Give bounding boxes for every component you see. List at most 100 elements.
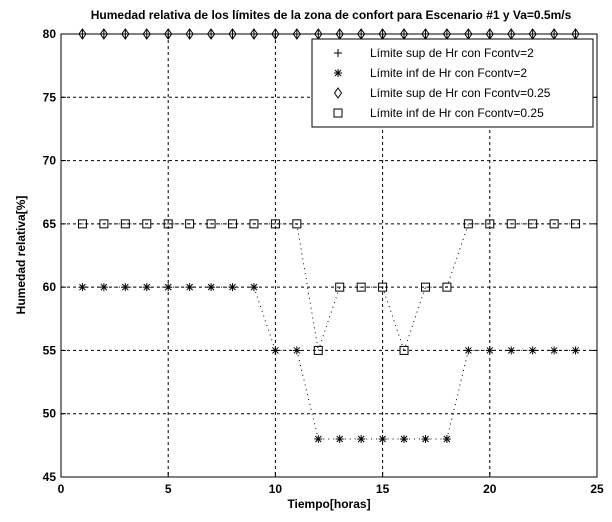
legend-marker-square [333, 108, 343, 118]
legend-label: Límite sup de Hr con Fcontv=2 [370, 46, 534, 60]
data-point-square [485, 219, 495, 229]
y-tick-label: 70 [43, 154, 57, 168]
data-point-square [163, 219, 173, 229]
x-tick-label: 5 [165, 482, 172, 496]
data-point-asterisk [400, 435, 409, 444]
data-point-asterisk [78, 283, 87, 292]
data-point-square [228, 219, 238, 229]
data-point-asterisk [185, 283, 194, 292]
series-2 [78, 283, 580, 444]
series-line-segment [296, 350, 319, 440]
data-point-asterisk [442, 435, 451, 444]
data-point-diamond [185, 28, 194, 40]
series-4 [77, 219, 581, 355]
data-point-square [142, 219, 152, 229]
data-point-square [356, 282, 366, 292]
data-point-asterisk [121, 283, 130, 292]
data-point-diamond [249, 28, 259, 40]
data-point-asterisk [207, 283, 216, 292]
data-point-asterisk [528, 346, 537, 355]
data-point-diamond [121, 28, 130, 40]
y-tick-label: 80 [43, 27, 57, 41]
chart-title: Humedad relativa de los límites de la zo… [91, 8, 572, 22]
data-point-square [463, 219, 473, 229]
data-point-square [206, 219, 216, 229]
data-point-square [120, 219, 130, 229]
x-tick-label: 20 [483, 482, 497, 496]
data-point-asterisk [357, 435, 366, 444]
data-point-asterisk [292, 346, 301, 355]
plot-frame [60, 33, 598, 478]
data-point-asterisk [550, 346, 559, 355]
data-point-diamond [78, 28, 87, 40]
series-line-segment [446, 223, 469, 288]
legend-box [311, 38, 594, 128]
x-tick-label: 10 [269, 482, 283, 496]
data-point-asterisk [571, 346, 580, 355]
y-tick-label: 75 [43, 90, 57, 104]
data-point-asterisk [464, 346, 473, 355]
data-point-square [378, 282, 388, 292]
y-tick-label: 50 [43, 407, 57, 421]
y-tick-label: 65 [43, 217, 57, 231]
tick-layer: 0 5 10 15 20 25 45 50 55 60 65 70 75 80 [43, 27, 604, 496]
y-axis-label: Humedad relativa[%] [14, 196, 28, 315]
data-point-asterisk [421, 435, 430, 444]
legend-label: Límite inf de Hr con Fcontv=0.25 [370, 106, 544, 120]
series-line-segment [446, 350, 469, 440]
x-tick-label: 25 [590, 482, 604, 496]
data-point-asterisk [228, 283, 237, 292]
data-point-asterisk [378, 435, 387, 444]
data-point-square [185, 219, 195, 229]
data-point-asterisk [249, 283, 258, 292]
data-point-square [549, 219, 559, 229]
legend-entry: Límite inf de Hr con Fcontv=0.25 [333, 106, 544, 120]
legend-marker-diamond [333, 87, 343, 99]
data-point-square [335, 282, 345, 292]
legend: Límite sup de Hr con Fcontv=2 Límite inf … [311, 38, 594, 128]
data-point-square [442, 282, 452, 292]
legend-label: Límite sup de Hr con Fcontv=0.25 [370, 86, 551, 100]
data-point-square [270, 219, 280, 229]
data-point-diamond [142, 28, 151, 40]
data-point-asterisk [335, 435, 344, 444]
series-line-segment [317, 286, 341, 351]
legend-marker-plus [334, 49, 342, 57]
legend-label: Límite inf de Hr con Fcontv=2 [370, 66, 527, 80]
data-point-square [571, 219, 581, 229]
data-point-diamond [206, 28, 216, 40]
legend-entry: Límite inf de Hr con Fcontv=2 [334, 66, 527, 80]
series-line-segment [382, 286, 405, 351]
data-point-square [99, 219, 109, 229]
data-point-square [399, 345, 409, 355]
x-tick-label: 0 [58, 482, 65, 496]
legend-entry: Límite sup de Hr con Fcontv=0.25 [333, 86, 551, 100]
data-point-diamond [292, 28, 301, 40]
series-line-segment [253, 286, 276, 351]
legend-entry: Límite sup de Hr con Fcontv=2 [334, 46, 534, 60]
y-tick-label: 45 [43, 470, 57, 484]
x-tick-label: 15 [376, 482, 390, 496]
data-point-square [249, 219, 259, 229]
series-line-segment [403, 286, 426, 351]
data-point-asterisk [164, 283, 173, 292]
data-point-asterisk [271, 346, 280, 355]
legend-marker-asterisk [334, 69, 342, 77]
data-point-diamond [228, 28, 237, 40]
data-point-asterisk [142, 283, 151, 292]
data-point-asterisk [314, 435, 323, 444]
data-point-square [313, 345, 323, 355]
data-point-asterisk [99, 283, 108, 292]
y-tick-label: 60 [43, 280, 57, 294]
data-point-square [528, 219, 538, 229]
data-point-asterisk [507, 346, 516, 355]
data-point-square [77, 219, 87, 229]
data-point-asterisk [485, 346, 494, 355]
data-point-square [420, 282, 430, 292]
x-axis-label: Tiempo[horas] [287, 497, 370, 511]
y-tick-label: 55 [43, 343, 57, 357]
data-point-square [506, 219, 516, 229]
data-point-diamond [99, 28, 108, 40]
